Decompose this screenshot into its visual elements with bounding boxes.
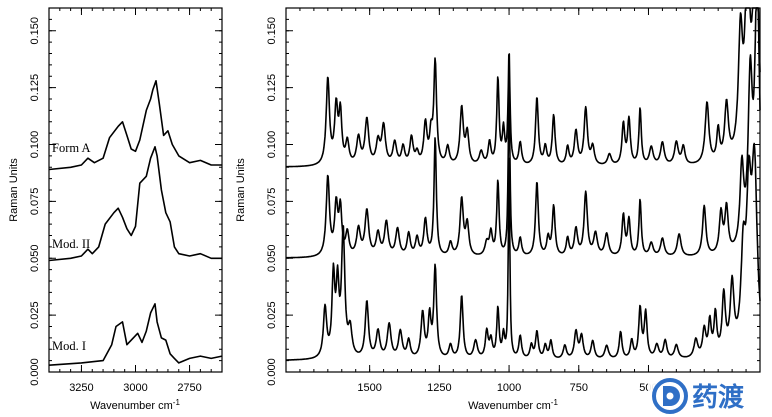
left-chart-traces (48, 80, 223, 366)
right-chart-traces (285, 7, 761, 361)
right-chart-ytick-label: 0.150 (266, 17, 278, 45)
left-chart-series-label: Mod. II (52, 237, 90, 251)
left-chart-ytick-label: 0.050 (29, 244, 41, 272)
watermark-text: 药渡 (692, 382, 745, 413)
left-chart-ytick-label: 0.025 (29, 301, 41, 329)
right-chart-xtick-label: 750 (570, 382, 588, 394)
right-chart-ticks: 0.000 0.025 0.050 0.075 0.100 0.125 0.150 1500 1… (266, 7, 761, 394)
left-chart-ytick-label: 0.000 (29, 358, 41, 386)
left-chart-frame (48, 7, 223, 373)
left-chart: 0.000 0.025 0.050 0.075 0.100 0.125 0.150 3250 3… (8, 7, 223, 412)
right-chart: 0.000 0.025 0.050 0.075 0.100 0.125 0.150 1500 1… (235, 7, 761, 412)
left-chart-series-mod-ii (48, 146, 222, 262)
left-chart-labels: Form A Mod. II Mod. I (52, 141, 91, 353)
left-chart-xtick-label: 3250 (69, 382, 93, 394)
left-chart-ticks: 0.000 0.025 0.050 0.075 0.100 0.125 0.150 3250 3… (29, 7, 223, 394)
right-chart-xlabel-sup: -1 (551, 398, 559, 407)
right-chart-xtick-label: 1500 (357, 382, 381, 394)
right-chart-xtick-label: 1250 (427, 382, 451, 394)
watermark-logo-dot (666, 392, 674, 400)
right-chart-ytick-label: 0.125 (266, 74, 278, 102)
left-chart-xtick-label: 2750 (177, 382, 201, 394)
right-chart-xlabel-text: Wavenumber cm (468, 400, 551, 412)
left-chart-series-label: Form A (52, 141, 91, 155)
left-chart-series-label: Mod. I (52, 339, 86, 353)
left-chart-ylabel: Raman Units (8, 158, 20, 222)
left-chart-ytick-label: 0.125 (29, 74, 41, 102)
left-chart-series-mod-i (48, 303, 223, 366)
right-chart-series-mod-i (285, 142, 761, 361)
right-chart-ytick-label: 0.000 (266, 358, 278, 386)
right-chart-xtick-label: 1000 (497, 382, 521, 394)
watermark-logo-icon (652, 378, 688, 414)
watermark: 药渡 (648, 375, 772, 417)
right-chart-ytick-label: 0.050 (266, 244, 278, 272)
right-chart-ytick-label: 0.025 (266, 301, 278, 329)
right-chart-series-form-a (285, 7, 761, 168)
left-chart-xlabel: Wavenumber cm-1 (90, 398, 180, 412)
left-chart-xlabel-text: Wavenumber cm (90, 400, 173, 412)
left-chart-ytick-label: 0.075 (29, 188, 41, 216)
right-chart-ylabel: Raman Units (235, 158, 247, 222)
right-chart-ytick-label: 0.100 (266, 131, 278, 159)
left-chart-ytick-label: 0.100 (29, 131, 41, 159)
left-chart-xtick-label: 3000 (123, 382, 147, 394)
left-chart-series-form-a (48, 80, 222, 171)
right-chart-xlabel: Wavenumber cm-1 (468, 398, 558, 412)
right-chart-frame (285, 7, 761, 373)
left-chart-ytick-label: 0.150 (29, 17, 41, 45)
right-chart-series-mod-ii (285, 7, 761, 259)
left-chart-xlabel-sup: -1 (173, 398, 181, 407)
right-chart-ytick-label: 0.075 (266, 188, 278, 216)
watermark-logo-ring (652, 378, 688, 414)
